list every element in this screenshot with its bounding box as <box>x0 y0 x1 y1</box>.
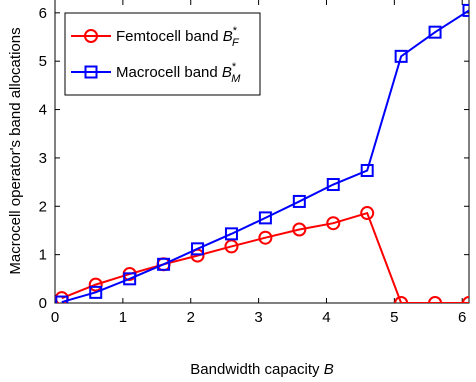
x-tick-label-5: 5 <box>390 309 398 326</box>
y-tick-label-2: 2 <box>39 198 47 215</box>
series-0-point-5 <box>224 239 239 254</box>
y-tick-label-0: 0 <box>39 295 47 312</box>
series-1-point-9 <box>360 163 374 177</box>
x-tick-label-1: 1 <box>119 309 127 326</box>
legend-label-0: Femtocell band B* F <box>116 25 240 49</box>
series-1-point-1 <box>89 285 103 299</box>
series-1-point-10 <box>394 49 408 63</box>
x-axis-label-var: B <box>324 361 334 378</box>
legend-item-0: Femtocell band B* F <box>71 25 240 49</box>
x-tick-label-2: 2 <box>187 309 195 326</box>
x-axis-label-text: Bandwidth capacity <box>190 361 323 378</box>
legend-marker-1 <box>84 65 98 79</box>
y-tick-label-1: 1 <box>39 247 47 264</box>
series-1-point-2 <box>123 272 137 286</box>
y-tick-label-4: 4 <box>39 102 47 119</box>
y-axis-label: Macrocell operator's band allocations <box>7 27 24 274</box>
series-1-point-5 <box>224 227 238 241</box>
y-axis: 0 1 2 3 4 5 6 <box>39 5 469 312</box>
series-1-point-7 <box>292 194 306 208</box>
series-0-point-8 <box>326 216 341 231</box>
x-tick-label-3: 3 <box>254 309 262 326</box>
series-1-point-4 <box>191 242 205 256</box>
series-1-point-3 <box>157 257 171 271</box>
series-1-point-0 <box>55 295 69 303</box>
legend-item-1: Macrocell band B* M <box>71 61 241 85</box>
y-tick-label-3: 3 <box>39 150 47 167</box>
series-1-point-12 <box>462 3 469 17</box>
x-tick-label-6: 6 <box>458 309 466 326</box>
series-0-point-1 <box>88 277 103 292</box>
x-axis: 0 1 2 3 4 5 6 <box>51 0 466 326</box>
series-0-point-11 <box>428 296 443 303</box>
series-line-1 <box>61 9 469 303</box>
series-0-point-10 <box>394 296 409 303</box>
legend-marker-0 <box>84 29 98 43</box>
series-1-point-11 <box>428 25 442 39</box>
legend: Femtocell band B* F Macrocell band B* M <box>64 12 261 96</box>
x-tick-label-0: 0 <box>51 309 59 326</box>
legend-box <box>64 12 261 96</box>
series-0-point-6 <box>258 230 273 245</box>
y-tick-label-5: 5 <box>39 53 47 70</box>
x-tick-label-4: 4 <box>322 309 330 326</box>
series-layer <box>55 3 469 303</box>
series-0-point-7 <box>292 222 307 237</box>
x-axis-label: Bandwidth capacity B <box>190 361 333 378</box>
series-1 <box>55 3 469 303</box>
series-1-point-8 <box>326 178 340 192</box>
y-tick-label-6: 6 <box>39 5 47 22</box>
series-1-point-6 <box>258 211 272 225</box>
series-0-point-9 <box>360 206 375 221</box>
legend-label-1: Macrocell band B* M <box>116 61 241 85</box>
